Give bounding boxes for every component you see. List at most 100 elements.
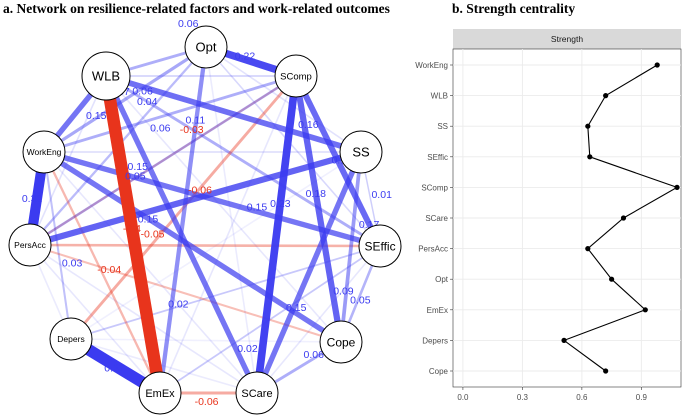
edge-weight-label: 0.06: [178, 18, 199, 30]
edge-weight-label: 0.04: [137, 96, 158, 108]
edge-weight-label: 0.15: [86, 110, 107, 122]
network-edge: [159, 245, 381, 394]
edge-weight-label: -0.04: [97, 264, 121, 276]
edge-weight-label: 0.16: [298, 119, 319, 131]
edge-weight-label: 0.15: [286, 302, 307, 314]
y-tick-label: SEffic: [427, 153, 448, 162]
node-label: SComp: [280, 71, 312, 82]
network-edge: [29, 75, 297, 246]
network-edge-faint: [29, 244, 161, 394]
network-edge: [253, 75, 300, 394]
strength-point: [603, 93, 609, 99]
strength-point: [609, 276, 615, 282]
network-graph: -0.40.370.320.230.220.180.180.170.160.15…: [8, 18, 402, 415]
edge-weight-label: 0.01: [371, 189, 392, 201]
network-edge: [339, 151, 363, 343]
network-edge-faint: [205, 46, 258, 394]
panel-a-title: a. Network on resilience-related factors…: [3, 1, 390, 16]
node-label: SS: [352, 145, 370, 160]
edge-weight-label: 0.06: [132, 85, 153, 97]
y-tick-labels: WorkEng WLB SS SEffic SComp SCare PersAcc Opt Em…: [415, 61, 453, 376]
edge-weight-label: 0.22: [235, 50, 256, 62]
strength-point: [654, 62, 660, 68]
network-nodes: Opt SComp SS SEffic Cope SCare EmEx Depers PersA…: [8, 25, 402, 415]
node-label: PersAcc: [14, 240, 46, 250]
network-edge: [292, 75, 345, 343]
edge-weight-label: 0.15: [128, 161, 149, 173]
network-node: [358, 224, 402, 268]
y-tick-label: Depers: [422, 336, 448, 345]
network-edge: [254, 150, 364, 395]
node-label: WLB: [92, 69, 120, 84]
edge-weight-label: 0.23: [270, 198, 291, 210]
edge-weight-label: -0.05: [141, 228, 165, 240]
node-label: SEffic: [364, 239, 395, 253]
strength-point: [620, 215, 627, 221]
y-tick-label: EmEx: [427, 306, 448, 315]
edge-weight-label: -0.06: [188, 185, 212, 197]
edge-weight-label: 0.05: [350, 295, 371, 307]
network-edge-faint: [43, 151, 258, 394]
edge-weight-label: 0.37: [104, 363, 125, 375]
strength-series: [561, 62, 680, 374]
strength-point: [642, 307, 648, 313]
y-tick-label: WLB: [431, 92, 448, 101]
network-edge-faint: [205, 46, 381, 247]
network-node: [49, 317, 93, 361]
strength-point: [674, 184, 680, 190]
network-edge: [29, 244, 342, 343]
strength-point: [585, 123, 591, 129]
x-tick-label: 0.6: [576, 393, 588, 402]
x-tick-label: 0.9: [636, 393, 648, 402]
network-edge: [42, 151, 162, 394]
x-tick-label: 0.0: [457, 393, 469, 402]
strength-point: [585, 246, 591, 252]
network-edge: [29, 148, 362, 249]
node-label: Depers: [57, 334, 84, 344]
edge-weight-label: 0.11: [186, 115, 206, 127]
network-edge: [103, 74, 260, 395]
y-tick-label: SS: [437, 122, 448, 131]
x-tick-labels: 0.0 0.3 0.6 0.9: [457, 387, 647, 402]
edge-weight-label: 0.05: [125, 171, 146, 183]
panel-b-title: b. Strength centrality: [452, 1, 575, 16]
network-node: [81, 51, 131, 101]
y-tick-label: WorkEng: [415, 61, 448, 70]
network-edge: [105, 73, 362, 155]
network-edge: [99, 74, 167, 395]
node-label: Opt: [196, 40, 217, 55]
edge-weight-label: 0.18: [306, 188, 327, 200]
edge-weight-label: 0.02: [237, 343, 258, 355]
edge-weight-label: -0.06: [195, 396, 219, 408]
strength-point: [587, 154, 593, 160]
facet-strip: [453, 29, 681, 49]
gridlines: [453, 49, 681, 387]
network-node: [274, 54, 318, 98]
network-edge-faint: [105, 75, 342, 343]
y-tick-label: PersAcc: [418, 245, 448, 254]
node-label: EmEx: [145, 388, 175, 400]
network-node: [138, 371, 182, 415]
edge-weight-label: 0.06: [304, 349, 325, 361]
node-label: WorkEng: [27, 147, 62, 157]
strength-point: [561, 337, 567, 343]
edge-weight-label: 0.09: [333, 285, 354, 297]
edge-weight-label: 0.02: [168, 299, 189, 311]
edge-weight-label: 0.06: [150, 122, 171, 134]
edge-weight-label: -0.4: [123, 223, 141, 235]
network-edge-labels: -0.40.370.320.230.220.180.180.170.160.15…: [22, 18, 392, 408]
network-edge: [42, 151, 73, 340]
network-edge: [43, 149, 381, 249]
network-node: [8, 223, 52, 267]
y-tick-label: SCare: [425, 214, 448, 223]
edge-weight-label: -0.03: [180, 124, 204, 136]
strength-plot: Strength WorkEng WLB SS SEffic SComp SCare Per…: [415, 29, 682, 402]
x-tick-label: 0.3: [517, 393, 529, 402]
network-edge-faint: [205, 46, 362, 153]
facet-strip-label: Strength: [551, 34, 583, 44]
y-tick-label: Opt: [435, 275, 449, 284]
edge-weight-label: 0.03: [62, 257, 83, 269]
network-edges: [24, 43, 383, 398]
network-edge-faint: [256, 245, 381, 394]
